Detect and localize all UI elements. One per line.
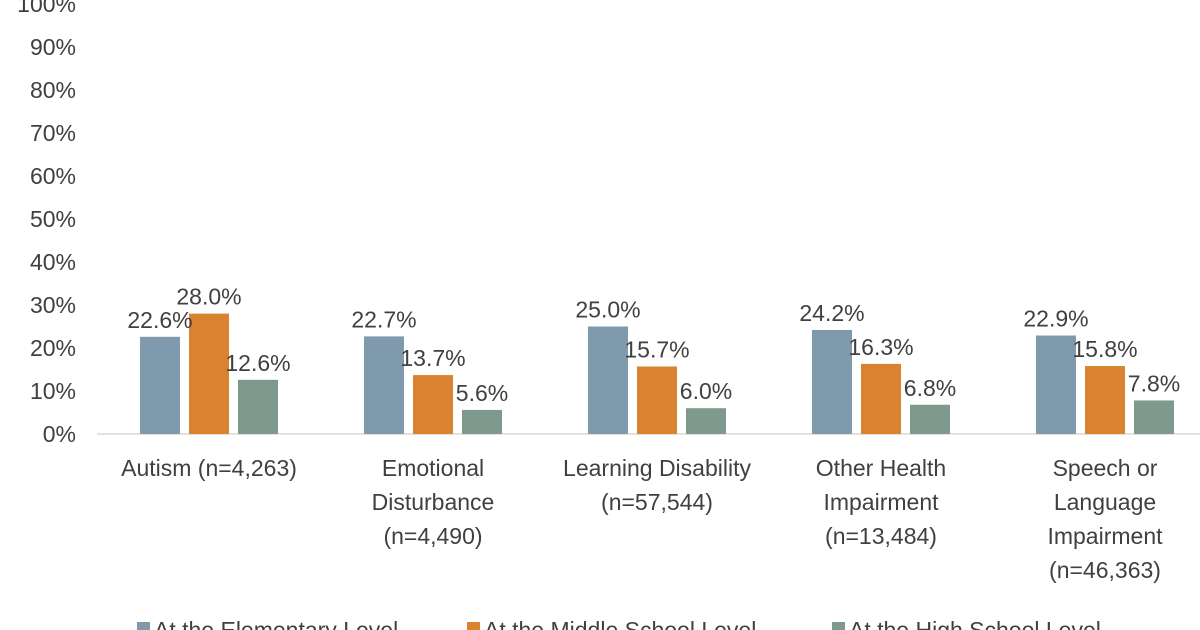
bar-elementary <box>812 329 852 434</box>
bar-elementary <box>1036 335 1076 434</box>
bar-high-school <box>910 404 950 434</box>
bar-elementary <box>364 336 404 434</box>
category-label: Other Health Impairment (n=13,484) <box>816 455 946 549</box>
y-tick-label: 20% <box>30 335 76 361</box>
data-label: 28.0% <box>176 284 241 310</box>
y-axis-ticks: 0% 10% 20% 30% 40% 50% 60% 70% 80% 90% 100% <box>17 0 76 447</box>
data-label: 5.6% <box>456 380 508 406</box>
bar-high-school <box>462 409 502 434</box>
data-label: 6.8% <box>904 375 956 401</box>
legend-item: At the Elementary Level <box>137 617 398 630</box>
y-tick-label: 70% <box>30 120 76 146</box>
data-labels: 22.6% 22.7% 25.0% 24.2% 22.9% 28.0% 13.7% 15.7%… <box>127 284 1180 406</box>
data-label: 15.8% <box>1072 336 1137 362</box>
legend-item: At the Middle School Level <box>467 617 756 630</box>
bar-elementary <box>588 326 628 434</box>
bar-middle-school <box>861 363 901 434</box>
legend-label: At the High School Level <box>849 617 1101 630</box>
bar-middle-school <box>637 366 677 434</box>
bars <box>140 313 1174 434</box>
y-tick-label: 80% <box>30 77 76 103</box>
y-tick-label: 10% <box>30 378 76 404</box>
legend-swatch <box>832 622 845 630</box>
legend-item: At the High School Level <box>832 617 1101 630</box>
category-label: Autism (n=4,263) <box>121 455 297 481</box>
data-label: 22.6% <box>127 307 192 333</box>
bar-high-school <box>1134 400 1174 434</box>
y-tick-label: 60% <box>30 163 76 189</box>
y-tick-label: 30% <box>30 292 76 318</box>
y-tick-label: 50% <box>30 206 76 232</box>
data-label: 12.6% <box>225 350 290 376</box>
category-label: Learning Disability (n=57,544) <box>563 455 751 515</box>
category-label: Emotional Disturbance (n=4,490) <box>372 455 495 549</box>
data-label: 25.0% <box>575 297 640 323</box>
data-label: 7.8% <box>1128 370 1180 396</box>
data-label: 6.0% <box>680 378 732 404</box>
data-label: 22.7% <box>351 306 416 332</box>
legend-swatch <box>137 622 150 630</box>
legend-swatch <box>467 622 480 630</box>
y-tick-label: 90% <box>30 34 76 60</box>
data-label: 22.9% <box>1023 306 1088 332</box>
bar-elementary <box>140 336 180 434</box>
bar-middle-school <box>413 375 453 434</box>
data-label: 13.7% <box>400 345 465 371</box>
data-label: 15.7% <box>624 336 689 362</box>
y-tick-label: 40% <box>30 249 76 275</box>
category-labels: Autism (n=4,263) Emotional Disturbance (n=4… <box>121 455 1163 583</box>
category-label: Speech or Language Impairment (n=46,363) <box>1047 455 1163 583</box>
y-tick-label: 0% <box>43 421 76 447</box>
data-label: 16.3% <box>848 334 913 360</box>
legend-label: At the Middle School Level <box>484 617 756 630</box>
bar-middle-school <box>189 313 229 434</box>
data-label: 24.2% <box>799 300 864 326</box>
bar-high-school <box>238 379 278 434</box>
bar-high-school <box>686 408 726 434</box>
legend-label: At the Elementary Level <box>154 617 398 630</box>
y-tick-label: 100% <box>17 0 76 17</box>
bar-middle-school <box>1085 366 1125 434</box>
legend: At the Elementary Level At the Middle Sch… <box>137 617 1101 630</box>
